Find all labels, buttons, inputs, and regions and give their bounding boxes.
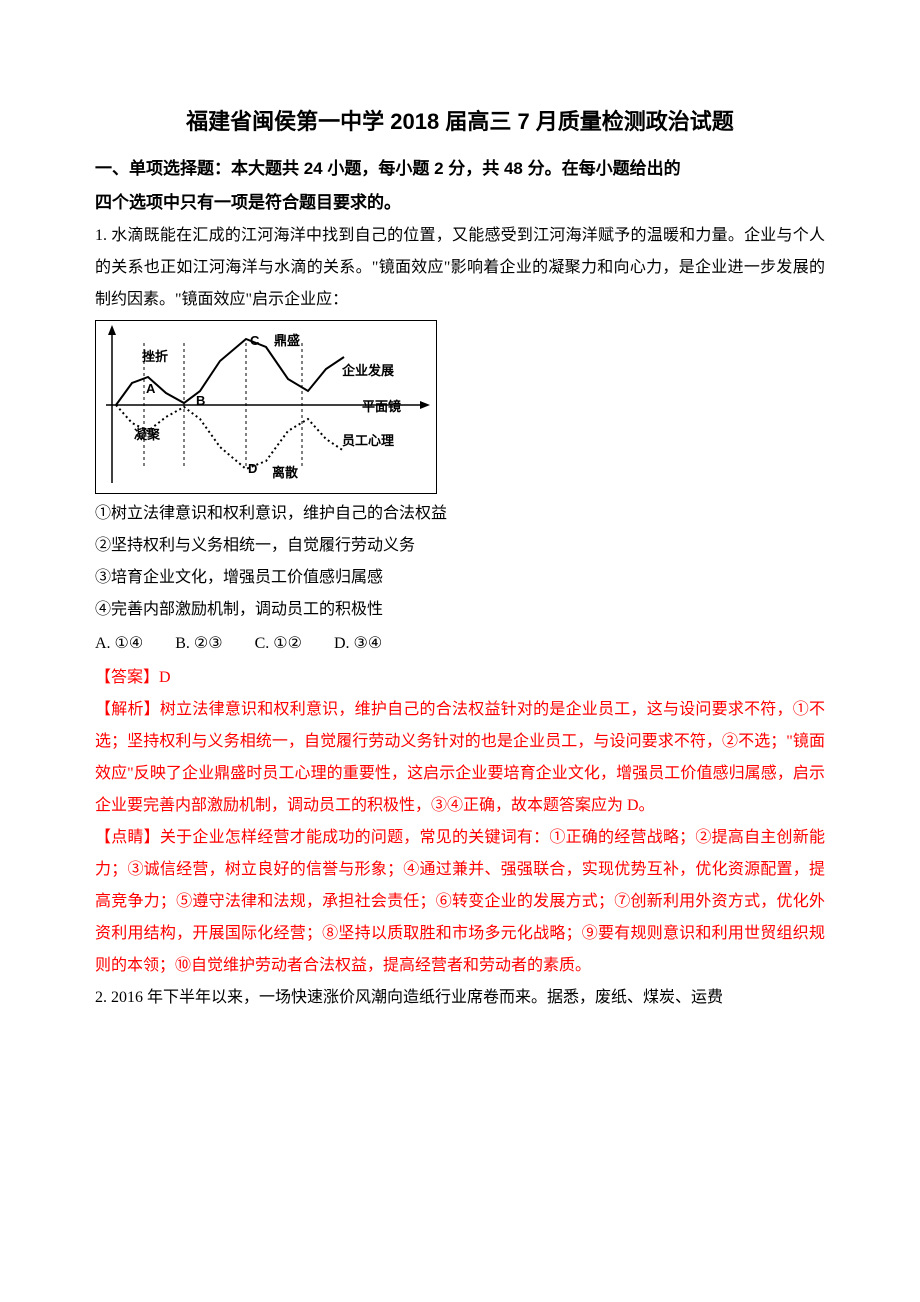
section-header-line1: 一、单项选择题：本大题共 24 小题，每小题 2 分，共 48 分。在每小题给出… (95, 159, 681, 178)
section-header: 一、单项选择题：本大题共 24 小题，每小题 2 分，共 48 分。在每小题给出… (95, 152, 825, 220)
svg-text:鼎盛: 鼎盛 (274, 333, 300, 348)
q1-explanation: 【解析】树立法律意识和权利意识，维护自己的合法权益针对的是企业员工，这与设问要求… (95, 694, 825, 822)
svg-text:D: D (248, 461, 257, 476)
svg-text:企业发展: 企业发展 (341, 363, 395, 378)
q2-stem: 2. 2016 年下半年以来，一场快速涨价风潮向造纸行业席卷而来。据悉，废纸、煤… (95, 982, 825, 1014)
svg-text:挫折: 挫折 (142, 349, 168, 364)
mirror-effect-chart: 挫折 鼎盛企业发展平面镜员工心理 凝聚离散 A B C D (95, 320, 437, 494)
q1-options: A. ①④ B. ②③ C. ①② D. ③④ (95, 628, 825, 660)
q1-choice-3: ③培育企业文化，增强员工价值感归属感 (95, 562, 825, 594)
q1-option-b: B. ②③ (175, 628, 222, 660)
q1-tips: 【点睛】关于企业怎样经营才能成功的问题，常见的关键词有：①正确的经营战略；②提高… (95, 822, 825, 982)
chart-svg: 挫折 鼎盛企业发展平面镜员工心理 凝聚离散 A B C D (96, 321, 436, 493)
q1-option-d: D. ③④ (334, 628, 382, 660)
exam-title: 福建省闽侯第一中学 2018 届高三 7 月质量检测政治试题 (95, 100, 825, 144)
q1-choice-1: ①树立法律意识和权利意识，维护自己的合法权益 (95, 498, 825, 530)
q1-stem: 1. 水滴既能在汇成的江河海洋中找到自己的位置，又能感受到江河海洋赋予的温暖和力… (95, 220, 825, 316)
q1-choice-2: ②坚持权利与义务相统一，自觉履行劳动义务 (95, 530, 825, 562)
svg-text:凝聚: 凝聚 (134, 427, 161, 442)
svg-text:B: B (196, 393, 205, 408)
svg-text:离散: 离散 (272, 465, 299, 480)
svg-text:C: C (250, 333, 260, 348)
q1-option-a: A. ①④ (95, 628, 143, 660)
svg-text:平面镜: 平面镜 (362, 399, 401, 414)
q1-choice-4: ④完善内部激励机制，调动员工的积极性 (95, 594, 825, 626)
section-header-line2: 四个选项中只有一项是符合题目要求的。 (95, 193, 401, 212)
q1-option-c: C. ①② (255, 628, 302, 660)
q1-answer: 【答案】D (95, 662, 825, 694)
svg-text:员工心理: 员工心理 (342, 433, 394, 448)
svg-text:A: A (146, 381, 156, 396)
